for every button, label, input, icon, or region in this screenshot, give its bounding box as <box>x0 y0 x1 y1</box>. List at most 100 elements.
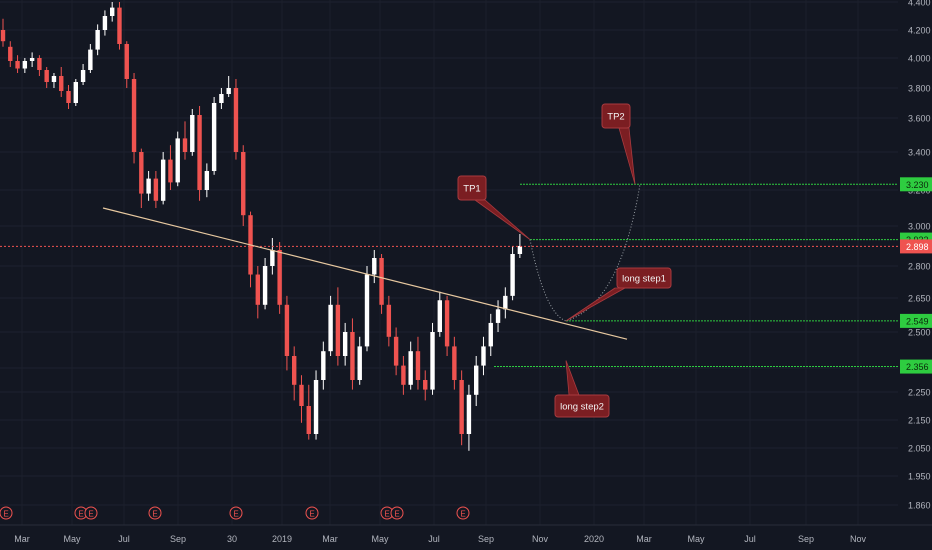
y-tick-label: 4.200 <box>908 26 931 36</box>
candle-body <box>66 91 71 103</box>
y-tick-label: 2.650 <box>908 294 931 304</box>
candle-body <box>299 384 304 406</box>
candle-body <box>262 266 268 305</box>
candle <box>211 97 217 175</box>
candle <box>110 2 115 22</box>
candle <box>415 336 421 390</box>
candle-body <box>22 61 28 69</box>
candle-body <box>342 332 348 356</box>
candle <box>182 121 188 160</box>
x-tick-label: 30 <box>227 534 237 544</box>
candle <box>503 287 508 319</box>
callout-label: long step2 <box>560 402 604 413</box>
y-tick-label: 2.050 <box>908 444 931 454</box>
candle <box>262 258 268 310</box>
candle-body <box>466 394 472 434</box>
earnings-marker: E <box>229 506 243 520</box>
candle <box>66 85 71 109</box>
earnings-marker-label: E <box>233 510 238 519</box>
candle-body <box>44 70 49 82</box>
y-tick-label: 3.400 <box>908 148 931 158</box>
candle-body <box>357 346 362 380</box>
y-tick-label: 2.250 <box>908 388 931 398</box>
candle-body <box>284 304 290 356</box>
earnings-marker: E <box>456 506 470 520</box>
candle <box>459 370 464 446</box>
candle-body <box>372 258 377 275</box>
candle <box>117 2 122 50</box>
price-label-box <box>900 359 932 374</box>
candle-body <box>503 295 508 310</box>
earnings-marker-label: E <box>152 510 157 519</box>
candle-body <box>452 346 457 380</box>
earnings-marker-label: E <box>309 510 314 519</box>
candle-body <box>423 380 428 390</box>
price-label-text: 3.230 <box>906 180 929 190</box>
candle-body <box>313 380 319 434</box>
candle <box>241 145 246 226</box>
x-tick-label: May <box>63 534 81 544</box>
candle-body <box>364 274 370 347</box>
candle-body <box>0 30 6 42</box>
candle-body <box>51 76 57 82</box>
callout: long step1 <box>565 267 672 322</box>
candle <box>37 55 42 76</box>
candle-body <box>219 94 224 103</box>
y-tick-label: 1.860 <box>908 501 931 511</box>
candle-body <box>168 159 173 183</box>
candle-body <box>444 300 450 347</box>
y-tick-label: 3.000 <box>908 222 931 232</box>
x-tick-label: 2020 <box>584 534 604 544</box>
candle-body <box>430 332 435 390</box>
candle <box>168 145 173 190</box>
price-label: 2.898 <box>900 239 932 254</box>
x-tick-label: Mar <box>636 534 652 544</box>
candle <box>59 67 64 97</box>
callout-label: TP2 <box>607 112 624 123</box>
candle <box>321 341 326 390</box>
candle <box>437 291 442 337</box>
candle-body <box>131 79 137 152</box>
earnings-marker-label: E <box>394 510 399 519</box>
candle <box>342 322 348 366</box>
x-axis: Mar May Jul Sep 30 2019 Mar May Jul Sep Nov 2020 Mar… <box>0 506 932 544</box>
candle-body <box>306 406 311 434</box>
candle <box>131 73 137 164</box>
candle <box>444 295 450 356</box>
candle <box>386 295 392 347</box>
earnings-marker-circle <box>84 506 98 520</box>
x-tick-label: Mar <box>322 534 338 544</box>
y-tick-label: 1.950 <box>908 472 931 482</box>
candle-body <box>29 58 35 61</box>
candle <box>146 171 151 201</box>
callout: TP1 <box>457 175 531 240</box>
candle-body <box>350 332 355 380</box>
candle-body <box>117 7 122 45</box>
candle <box>175 131 180 187</box>
trendline <box>102 207 628 340</box>
candle <box>313 370 319 440</box>
candle <box>15 55 20 73</box>
earnings-marker-circle <box>229 506 243 520</box>
candle <box>139 148 144 208</box>
candle <box>233 79 239 160</box>
candle <box>357 336 362 385</box>
candle-body <box>481 346 486 366</box>
candle-body <box>73 82 78 103</box>
earnings-marker-circle <box>148 506 162 520</box>
price-label-box <box>900 177 932 192</box>
candle <box>517 234 523 258</box>
candle-body <box>393 336 399 366</box>
candle-body <box>139 152 144 194</box>
candle <box>284 295 290 371</box>
candle <box>190 109 195 156</box>
callout-box <box>616 267 672 289</box>
candle-body <box>510 254 515 296</box>
x-tick-label: May <box>371 534 389 544</box>
candle-body <box>95 30 100 50</box>
candle-body <box>175 138 180 183</box>
candle <box>379 254 384 314</box>
candle <box>102 10 108 36</box>
callout-label: TP1 <box>463 184 480 195</box>
